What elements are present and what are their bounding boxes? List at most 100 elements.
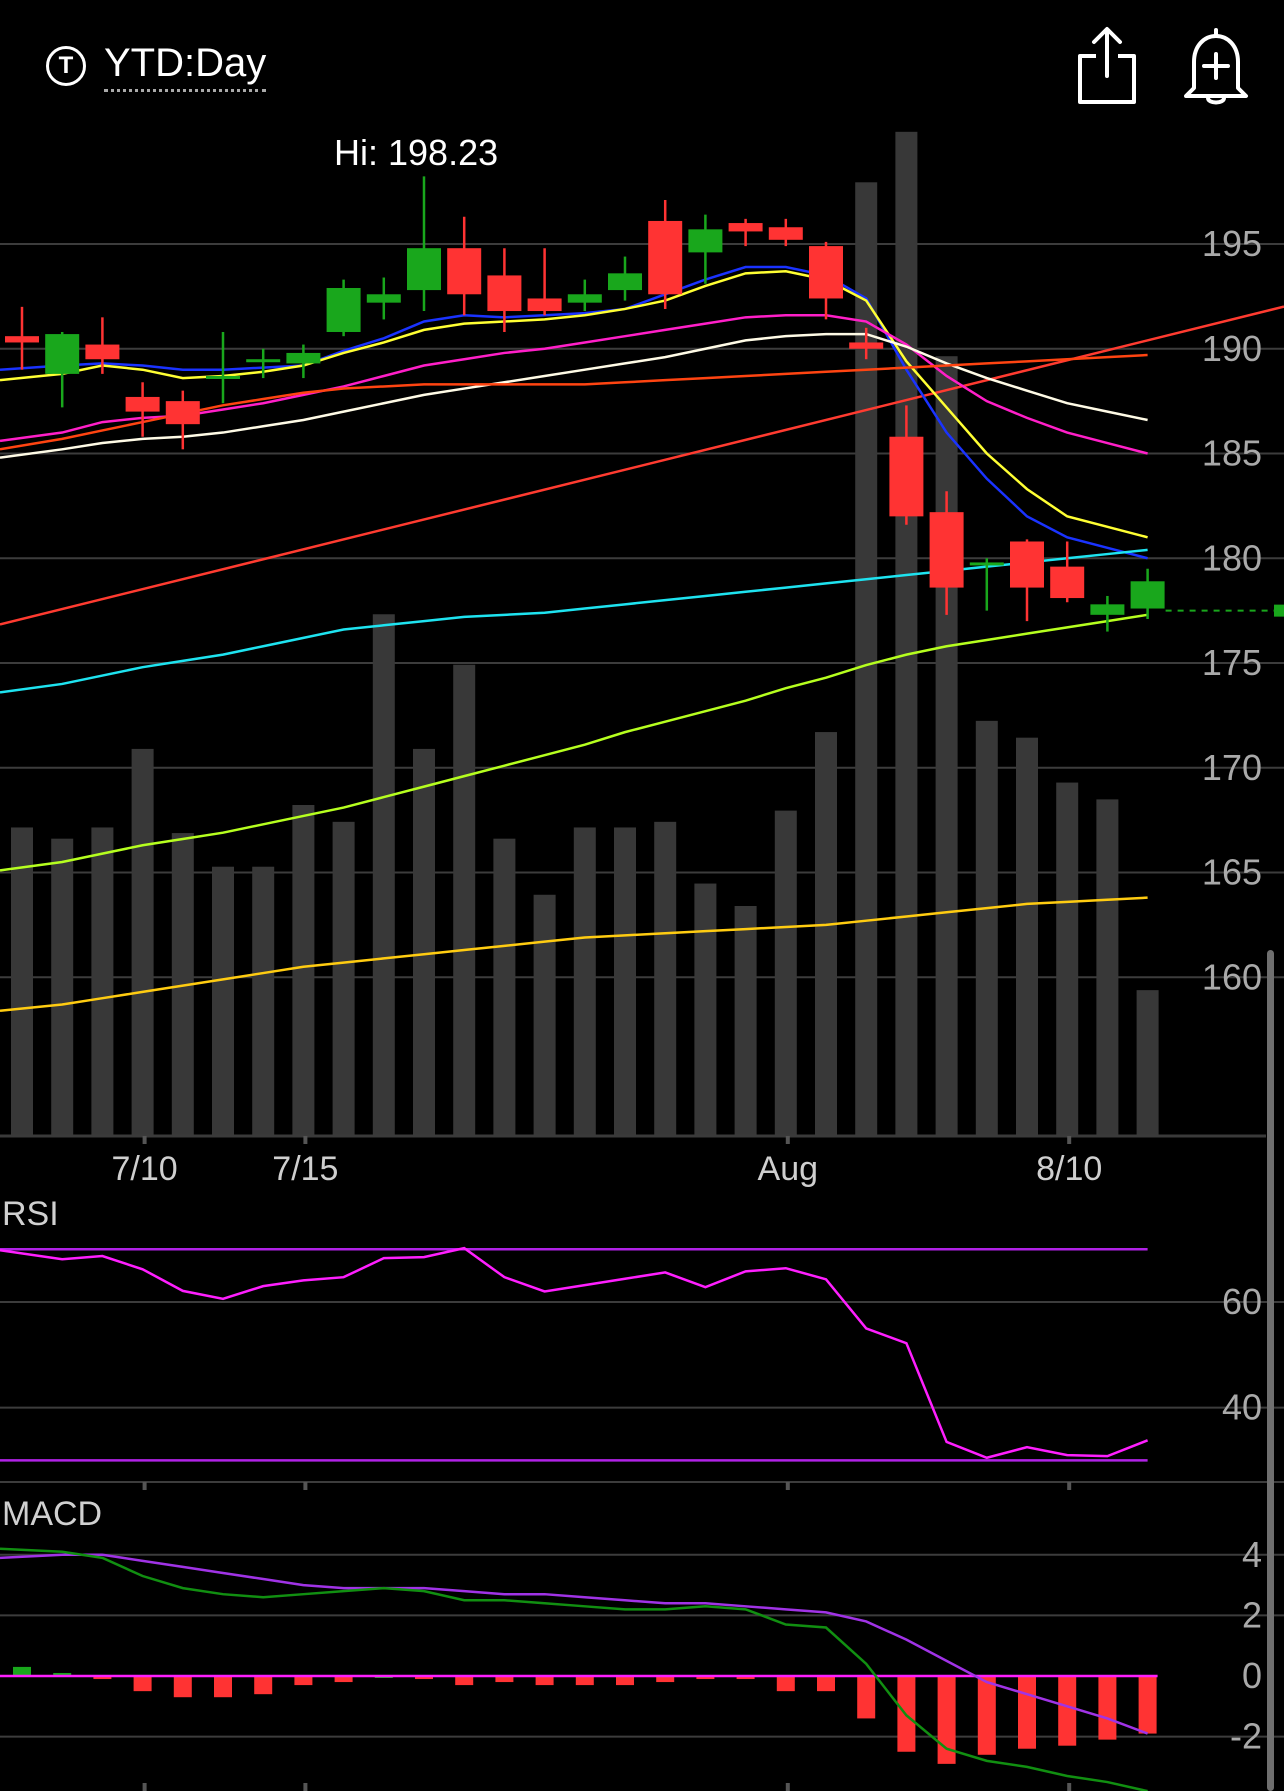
rsi-y-tick-label: 60 bbox=[1222, 1281, 1262, 1322]
y-tick-label: 160 bbox=[1202, 956, 1262, 997]
y-tick-label: 190 bbox=[1202, 328, 1262, 369]
t-circle-icon: T bbox=[46, 46, 86, 86]
candle-body bbox=[487, 275, 522, 312]
x-tick-label: 7/10 bbox=[112, 1150, 178, 1188]
volume-bar bbox=[573, 827, 596, 1136]
volume-bar bbox=[1056, 782, 1079, 1136]
moving-average-line-4 bbox=[0, 332, 1148, 459]
rsi-y-tick-label: 40 bbox=[1222, 1387, 1262, 1428]
candle-body bbox=[125, 396, 160, 412]
moving-average-line-5 bbox=[0, 353, 1148, 451]
candle-body bbox=[206, 375, 240, 379]
volume-bar bbox=[815, 732, 837, 1136]
macd-histogram-bar bbox=[535, 1676, 554, 1686]
rsi-title: RSI bbox=[2, 1195, 59, 1233]
macd-line bbox=[0, 1547, 1148, 1791]
candle-body bbox=[85, 344, 120, 360]
macd-y-tick-label: -2 bbox=[1230, 1716, 1262, 1757]
moving-average-line-3 bbox=[0, 313, 1148, 455]
volume-bar bbox=[1016, 737, 1038, 1136]
candle-body bbox=[1090, 604, 1125, 615]
candle-body bbox=[728, 223, 763, 232]
y-tick-label: 180 bbox=[1202, 537, 1262, 578]
candle-body bbox=[366, 294, 401, 303]
macd-y-tick-label: 4 bbox=[1242, 1534, 1262, 1575]
macd-histogram-bar bbox=[415, 1676, 433, 1680]
macd-histogram-bar bbox=[1138, 1676, 1157, 1734]
volume-bar bbox=[1096, 799, 1119, 1136]
chart-header: T YTD:Day bbox=[0, 0, 1284, 130]
volume-bar bbox=[131, 748, 154, 1136]
macd-histogram-bar bbox=[696, 1676, 715, 1680]
candle-body bbox=[45, 334, 80, 374]
candle-body bbox=[849, 342, 884, 349]
macd-histogram-bar bbox=[13, 1666, 31, 1676]
scrollbar[interactable] bbox=[1267, 950, 1274, 1791]
moving-average-line-8 bbox=[0, 896, 1148, 1013]
candle-body bbox=[608, 273, 642, 291]
y-tick-label: 185 bbox=[1202, 433, 1262, 474]
candle-body bbox=[809, 246, 843, 299]
candle-body bbox=[648, 220, 683, 295]
x-tick-label: 7/15 bbox=[272, 1150, 338, 1188]
macd-histogram-bar bbox=[455, 1676, 474, 1686]
candle-body bbox=[1010, 541, 1044, 588]
volume-bar bbox=[935, 356, 958, 1137]
macd-y-tick-label: 2 bbox=[1242, 1594, 1262, 1635]
x-tick-label: Aug bbox=[758, 1150, 819, 1188]
x-tick-label: 8/10 bbox=[1036, 1150, 1102, 1188]
volume-bar bbox=[533, 894, 556, 1136]
add-alert-bell-icon[interactable] bbox=[1180, 24, 1252, 108]
share-icon[interactable] bbox=[1074, 24, 1140, 108]
range-label: YTD:Day bbox=[104, 41, 267, 92]
macd-histogram-bar bbox=[1098, 1676, 1117, 1740]
candle-body bbox=[929, 512, 964, 588]
range-selector-button[interactable]: T YTD:Day bbox=[46, 40, 267, 92]
macd-histogram-bar bbox=[977, 1676, 996, 1755]
volume-bar bbox=[11, 827, 33, 1136]
macd-histogram-bar bbox=[776, 1676, 795, 1692]
y-tick-label: 165 bbox=[1202, 852, 1262, 893]
volume-bar bbox=[252, 866, 275, 1136]
macd-histogram-bar bbox=[937, 1676, 956, 1764]
volume-bar bbox=[91, 827, 114, 1136]
candle-body bbox=[165, 401, 200, 425]
candle-body bbox=[286, 352, 321, 364]
candle-body bbox=[447, 248, 482, 295]
moving-average-line-7 bbox=[0, 613, 1148, 872]
trendline bbox=[0, 305, 1284, 626]
macd-histogram-bar bbox=[93, 1676, 112, 1680]
y-tick-label: 195 bbox=[1202, 223, 1262, 264]
y-tick-label: 175 bbox=[1202, 642, 1262, 683]
candle-body bbox=[1050, 566, 1085, 599]
macd-histogram-bar bbox=[495, 1676, 514, 1683]
macd-histogram-bar bbox=[656, 1676, 675, 1683]
volume-bar bbox=[332, 821, 355, 1136]
macd-histogram-bar bbox=[334, 1676, 353, 1683]
volume-bar bbox=[292, 805, 315, 1136]
macd-histogram-bar bbox=[254, 1676, 273, 1695]
macd-histogram-bar bbox=[173, 1676, 192, 1698]
rsi-line bbox=[0, 1246, 1149, 1460]
candle-body bbox=[889, 436, 924, 517]
candle-body bbox=[326, 287, 361, 332]
macd-histogram-bar bbox=[857, 1676, 876, 1719]
volume-bar bbox=[774, 810, 797, 1136]
macd-title: MACD bbox=[2, 1495, 102, 1533]
macd-y-tick-label: 0 bbox=[1242, 1655, 1262, 1696]
candle-body bbox=[246, 359, 281, 363]
volume-bar bbox=[734, 905, 757, 1136]
macd-histogram-bar bbox=[1018, 1676, 1036, 1749]
volume-bar bbox=[694, 883, 717, 1136]
volume-bar bbox=[372, 614, 395, 1136]
candle-body bbox=[1130, 581, 1165, 609]
volume-bar bbox=[855, 182, 878, 1137]
volume-bar bbox=[1136, 990, 1159, 1136]
macd-histogram-bar bbox=[1058, 1676, 1077, 1746]
candle-body bbox=[567, 294, 602, 303]
volume-bar bbox=[654, 821, 677, 1136]
macd-histogram-bar bbox=[616, 1676, 634, 1686]
volume-bar bbox=[453, 664, 476, 1136]
volume-bar bbox=[614, 827, 636, 1136]
